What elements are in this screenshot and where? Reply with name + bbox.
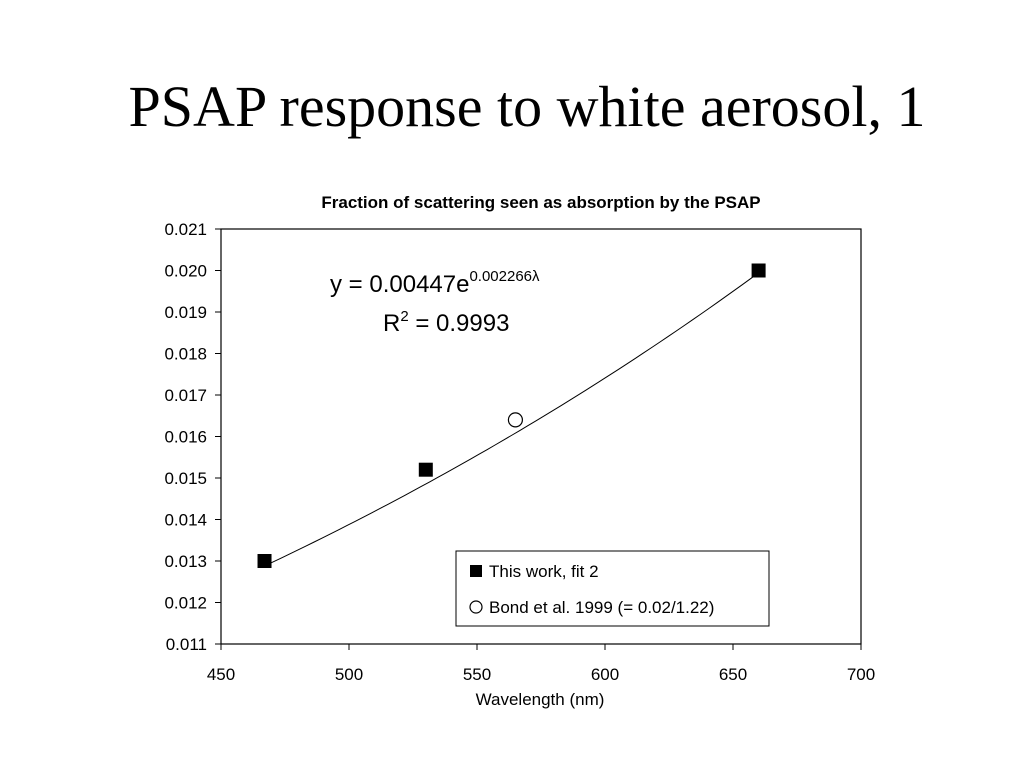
- x-tick-label: 450: [207, 665, 235, 684]
- fit-r2-prefix: R: [383, 310, 400, 337]
- legend: This work, fit 2 Bond et al. 1999 (= 0.0…: [455, 550, 770, 627]
- x-tick-label: 550: [463, 665, 491, 684]
- y-tick-label: 0.016: [164, 428, 207, 447]
- legend-label-this-work: This work, fit 2: [489, 562, 599, 581]
- chart-title: Fraction of scattering seen as absorptio…: [321, 193, 760, 212]
- x-tick-label: 700: [847, 665, 875, 684]
- y-tick-label: 0.021: [164, 220, 207, 239]
- legend-box: [455, 550, 770, 627]
- legend-square-icon: [470, 565, 482, 577]
- y-axis: 0.011 0.012 0.013 0.014 0.015 0.016 0.017 0.018…: [164, 220, 221, 654]
- y-tick-label: 0.015: [164, 469, 207, 488]
- fit-r2-sup: 2: [400, 308, 408, 325]
- fit-equation-base: y = 0.00447e: [330, 271, 469, 298]
- y-tick-label: 0.018: [164, 345, 207, 364]
- fit-r2-suffix: = 0.9993: [409, 310, 510, 337]
- y-tick-label: 0.014: [164, 511, 207, 530]
- slide-title: PSAP response to white aerosol, 1: [128, 74, 926, 139]
- data-point-square: [257, 554, 272, 568]
- data-point-circle: [507, 412, 524, 428]
- legend-label-bond: Bond et al. 1999 (= 0.02/1.22): [489, 598, 714, 617]
- x-tick-label: 650: [719, 665, 747, 684]
- fit-r2: R2 = 0.9993: [383, 308, 509, 337]
- y-tick-label: 0.020: [164, 262, 207, 281]
- legend-circle-icon: [469, 600, 483, 614]
- fit-equation-exponent: 0.002266λ: [469, 268, 540, 285]
- fit-curve: [264, 272, 759, 567]
- data-points: [257, 263, 766, 568]
- x-tick-label: 500: [335, 665, 363, 684]
- y-tick-label: 0.019: [164, 303, 207, 322]
- data-point-square: [418, 462, 433, 477]
- x-tick-label: 600: [591, 665, 619, 684]
- x-axis: 450 500 550 600 650 700: [207, 644, 875, 684]
- data-point-square: [751, 263, 766, 278]
- x-axis-label: Wavelength (nm): [476, 690, 605, 709]
- fit-equation: y = 0.00447e0.002266λ: [330, 268, 540, 298]
- y-tick-label: 0.017: [164, 386, 207, 405]
- y-tick-label: 0.012: [164, 594, 207, 613]
- y-tick-label: 0.011: [166, 635, 207, 654]
- y-tick-label: 0.013: [164, 552, 207, 571]
